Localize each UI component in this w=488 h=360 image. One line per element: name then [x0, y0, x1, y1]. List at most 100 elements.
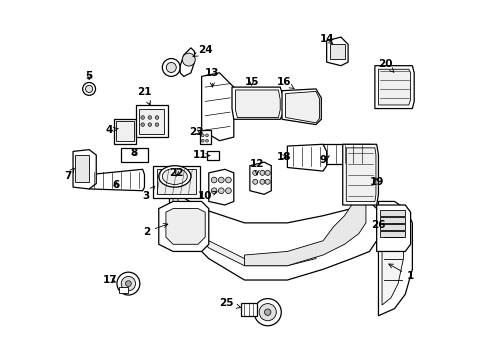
Text: 16: 16 — [276, 77, 293, 89]
Circle shape — [211, 177, 217, 183]
Circle shape — [252, 170, 257, 175]
Polygon shape — [165, 208, 205, 244]
Bar — [114, 119, 135, 144]
Bar — [200, 130, 210, 144]
Circle shape — [162, 59, 180, 76]
Polygon shape — [173, 187, 315, 266]
Circle shape — [155, 116, 159, 119]
Text: 11: 11 — [192, 150, 209, 160]
Polygon shape — [342, 144, 378, 205]
Polygon shape — [249, 162, 271, 194]
Text: 1: 1 — [388, 264, 413, 282]
Text: 3: 3 — [142, 186, 154, 201]
Circle shape — [264, 179, 270, 184]
Circle shape — [218, 177, 224, 183]
Circle shape — [141, 116, 144, 119]
Text: 24: 24 — [192, 45, 212, 57]
Text: 20: 20 — [378, 59, 393, 72]
Circle shape — [205, 134, 208, 137]
Bar — [380, 231, 405, 237]
Circle shape — [182, 53, 195, 66]
Polygon shape — [159, 202, 208, 251]
Circle shape — [121, 276, 135, 291]
Circle shape — [218, 188, 224, 194]
Bar — [323, 144, 369, 164]
Circle shape — [259, 303, 276, 321]
Polygon shape — [244, 202, 365, 266]
Bar — [121, 148, 148, 162]
Circle shape — [201, 134, 203, 137]
Text: 10: 10 — [198, 191, 216, 201]
Text: 6: 6 — [112, 180, 119, 190]
Bar — [380, 224, 405, 230]
Circle shape — [141, 123, 144, 126]
Text: 2: 2 — [142, 224, 167, 237]
Circle shape — [259, 179, 264, 184]
Polygon shape — [381, 212, 403, 305]
Circle shape — [225, 177, 231, 183]
Polygon shape — [287, 144, 326, 171]
Circle shape — [125, 281, 131, 287]
Circle shape — [166, 63, 176, 72]
Polygon shape — [241, 303, 257, 316]
Circle shape — [254, 298, 281, 326]
Polygon shape — [169, 180, 376, 280]
Text: 19: 19 — [369, 177, 383, 187]
Text: 13: 13 — [204, 68, 219, 87]
Bar — [75, 155, 89, 182]
Circle shape — [252, 179, 257, 184]
Polygon shape — [346, 148, 375, 202]
Polygon shape — [208, 169, 233, 205]
Polygon shape — [201, 73, 233, 141]
Circle shape — [264, 170, 270, 175]
Polygon shape — [231, 87, 283, 119]
Circle shape — [205, 139, 208, 142]
Bar — [380, 210, 405, 216]
Polygon shape — [180, 48, 194, 76]
Text: 14: 14 — [319, 34, 333, 44]
Circle shape — [82, 82, 95, 95]
Bar — [119, 287, 128, 293]
Polygon shape — [235, 90, 280, 117]
Polygon shape — [378, 69, 410, 105]
Ellipse shape — [159, 166, 190, 187]
Circle shape — [259, 170, 264, 175]
Text: 17: 17 — [103, 275, 118, 285]
Bar — [206, 152, 219, 160]
Text: 23: 23 — [189, 127, 203, 137]
Polygon shape — [326, 37, 347, 66]
Bar — [135, 105, 167, 137]
Polygon shape — [89, 169, 144, 191]
Text: 26: 26 — [370, 220, 385, 230]
Bar — [157, 169, 196, 194]
Text: 12: 12 — [249, 159, 264, 175]
Text: 21: 21 — [137, 87, 151, 105]
Polygon shape — [374, 66, 413, 109]
Bar — [380, 217, 405, 223]
Circle shape — [148, 116, 151, 119]
Text: 9: 9 — [319, 156, 329, 165]
Polygon shape — [378, 202, 411, 316]
Circle shape — [201, 139, 203, 142]
Text: 15: 15 — [244, 77, 258, 87]
Polygon shape — [73, 150, 96, 189]
Circle shape — [117, 272, 140, 295]
Polygon shape — [285, 91, 319, 123]
Text: 5: 5 — [85, 71, 93, 81]
Text: 22: 22 — [169, 168, 183, 178]
Bar — [153, 166, 200, 198]
Bar — [139, 109, 164, 134]
Circle shape — [85, 85, 93, 93]
Circle shape — [211, 188, 217, 194]
Text: 4: 4 — [105, 125, 118, 135]
Bar — [329, 44, 344, 59]
Text: 18: 18 — [276, 152, 290, 162]
Circle shape — [264, 309, 270, 315]
Bar — [116, 121, 134, 141]
Polygon shape — [282, 89, 321, 125]
Ellipse shape — [162, 168, 187, 184]
Circle shape — [155, 123, 159, 126]
Text: 8: 8 — [130, 148, 137, 158]
Polygon shape — [376, 205, 410, 251]
Circle shape — [225, 188, 231, 194]
